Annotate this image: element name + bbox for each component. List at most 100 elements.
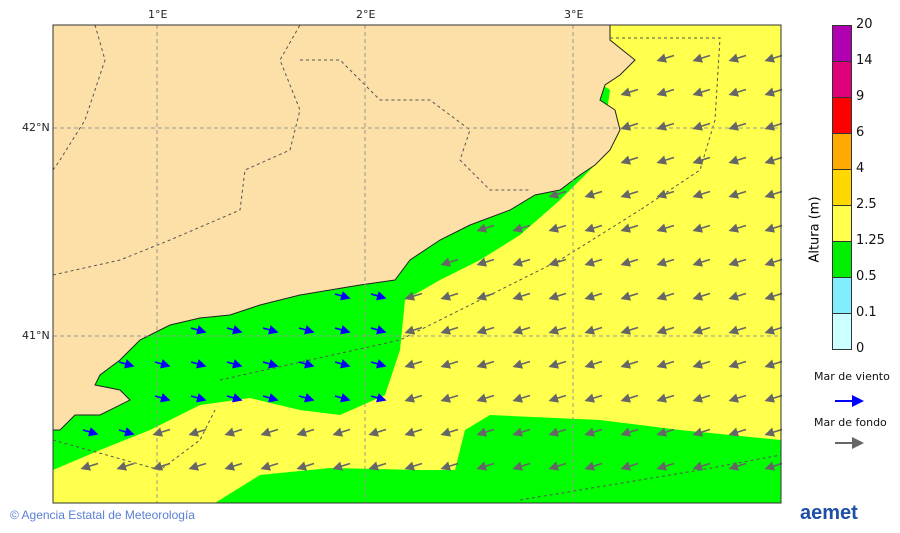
colorbar-tick: 0.1 xyxy=(856,305,877,320)
swell-arrow xyxy=(620,223,639,233)
swell-arrow xyxy=(728,291,747,301)
swell-arrow xyxy=(512,393,531,403)
swell-arrow xyxy=(404,461,423,471)
swell-arrow xyxy=(548,427,567,437)
swell-arrow xyxy=(692,359,711,369)
wind-sea-arrow xyxy=(370,393,387,403)
colorbar-tick: 4 xyxy=(856,161,865,176)
swell-arrow xyxy=(548,189,567,199)
swell-arrow xyxy=(764,121,783,131)
swell-arrow xyxy=(656,427,675,437)
wind-sea-arrow xyxy=(118,427,135,437)
swell-arrow xyxy=(368,427,387,437)
swell-arrow xyxy=(764,223,783,233)
wind-sea-legend-label: Mar de viento xyxy=(814,370,890,383)
swell-arrow xyxy=(656,53,675,63)
swell-arrow xyxy=(692,121,711,131)
colorbar-tick: 0 xyxy=(856,341,865,356)
wind-sea-arrow xyxy=(82,427,99,437)
swell-arrow xyxy=(476,291,495,301)
map-frame xyxy=(52,24,782,504)
swell-arrow xyxy=(656,257,675,267)
swell-arrow xyxy=(512,223,531,233)
swell-arrow xyxy=(620,121,639,131)
sea-green-south xyxy=(215,415,781,503)
lon-label-3e: 3°E xyxy=(564,8,584,21)
aemet-logo: aemet xyxy=(800,502,858,524)
wind-sea-arrow xyxy=(226,393,243,403)
swell-arrow xyxy=(692,53,711,63)
swell-arrow xyxy=(440,257,459,267)
swell-arrow xyxy=(692,155,711,165)
swell-arrow xyxy=(764,291,783,301)
swell-arrow xyxy=(656,155,675,165)
swell-arrow xyxy=(224,427,243,437)
swell-arrow xyxy=(656,87,675,97)
swell-arrow xyxy=(548,359,567,369)
swell-arrow xyxy=(584,189,603,199)
swell-arrow xyxy=(656,359,675,369)
swell-arrow xyxy=(656,189,675,199)
colorbar-segment xyxy=(832,133,852,170)
graticule xyxy=(53,25,781,503)
colorbar-segment xyxy=(832,169,852,206)
wind-sea-arrow xyxy=(298,393,315,403)
colorbar-tick: 14 xyxy=(856,53,873,68)
wind-sea-arrow xyxy=(226,325,243,335)
swell-arrow xyxy=(692,461,711,471)
copyright-text: © Agencia Estatal de Meteorología xyxy=(10,508,195,522)
swell-arrow xyxy=(512,359,531,369)
swell-arrow xyxy=(404,291,423,301)
wind-sea-arrow xyxy=(334,359,351,369)
colorbar-segment xyxy=(832,25,852,62)
swell-arrow xyxy=(80,461,99,471)
swell-arrow xyxy=(584,393,603,403)
swell-arrow xyxy=(656,291,675,301)
swell-arrow xyxy=(692,325,711,335)
swell-arrow xyxy=(512,325,531,335)
swell-arrow xyxy=(728,223,747,233)
swell-arrow xyxy=(620,155,639,165)
wind-sea-arrow xyxy=(334,325,351,335)
swell-arrow xyxy=(476,359,495,369)
swell-arrow xyxy=(584,359,603,369)
swell-arrow xyxy=(548,393,567,403)
swell-arrow xyxy=(620,461,639,471)
swell-arrow xyxy=(728,427,747,437)
swell-arrow xyxy=(728,87,747,97)
swell-arrow xyxy=(692,393,711,403)
swell-arrow xyxy=(620,189,639,199)
swell-arrow xyxy=(692,223,711,233)
swell-arrow xyxy=(368,461,387,471)
swell-arrow xyxy=(728,325,747,335)
colorbar-title: Altura (m) xyxy=(807,196,823,263)
swell-arrow xyxy=(332,427,351,437)
wind-sea-arrow xyxy=(334,291,351,301)
wave-direction-arrows xyxy=(80,53,783,471)
swell-arrow xyxy=(620,393,639,403)
swell-arrow xyxy=(764,189,783,199)
swell-arrow xyxy=(656,121,675,131)
wind-sea-arrow xyxy=(298,359,315,369)
swell-arrow xyxy=(548,257,567,267)
swell-arrow xyxy=(440,393,459,403)
swell-arrow xyxy=(584,223,603,233)
colorbar-segment xyxy=(832,97,852,134)
swell-arrow xyxy=(404,325,423,335)
colorbar-tick: 9 xyxy=(856,89,865,104)
wind-sea-arrow xyxy=(190,393,207,403)
swell-arrow xyxy=(260,427,279,437)
swell-arrow xyxy=(764,461,783,471)
swell-arrow xyxy=(476,325,495,335)
swell-arrow xyxy=(476,427,495,437)
swell-arrow xyxy=(728,257,747,267)
swell-arrow xyxy=(692,87,711,97)
swell-arrow xyxy=(764,393,783,403)
swell-arrow xyxy=(152,461,171,471)
wind-sea-arrow xyxy=(118,359,135,369)
swell-arrow xyxy=(728,189,747,199)
wind-sea-arrow xyxy=(154,359,171,369)
swell-arrow xyxy=(620,359,639,369)
swell-arrow xyxy=(332,461,351,471)
